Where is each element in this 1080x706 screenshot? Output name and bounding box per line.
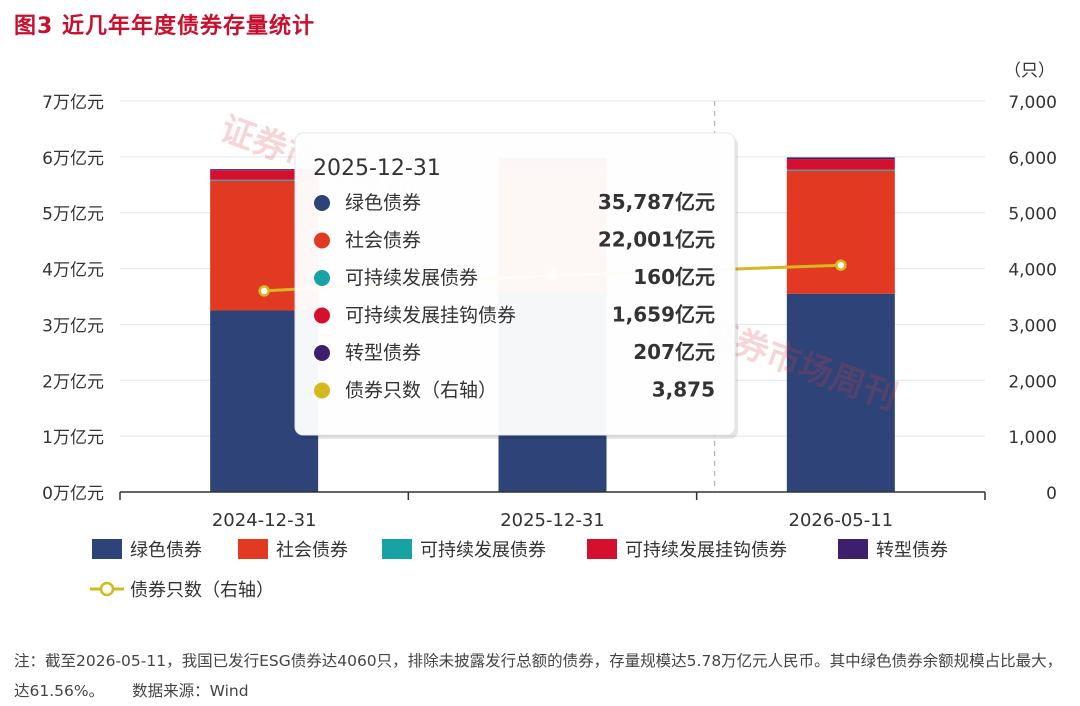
source-text: 数据来源：Wind xyxy=(132,682,249,700)
chart-note: 注：截至2026-05-11，我国已发行ESG债券达4060只，排除未披露发行总… xyxy=(14,646,1074,706)
left-tick-label: 3万亿元 xyxy=(42,316,104,336)
tooltip-title: 2025-12-31 xyxy=(313,156,441,181)
tooltip-marker xyxy=(314,270,330,286)
right-tick-label: 6,000 xyxy=(1008,149,1057,169)
category-label: 2024-12-31 xyxy=(212,510,317,531)
right-tick-label: 3,000 xyxy=(1008,316,1057,336)
legend-label: 绿色债券 xyxy=(130,540,202,561)
tooltip-marker xyxy=(314,382,330,399)
tooltip-row-label: 绿色债券 xyxy=(345,192,421,214)
legend-swatch xyxy=(838,539,868,559)
left-tick-label: 4万亿元 xyxy=(42,261,104,281)
right-tick-label: 7,000 xyxy=(1008,93,1057,113)
bar-segment xyxy=(786,170,895,294)
bar-segment xyxy=(786,293,895,492)
tooltip-row-label: 可持续发展债券 xyxy=(345,267,478,289)
tooltip-marker xyxy=(314,195,330,211)
right-tick-label: 5,000 xyxy=(1008,205,1057,225)
right-tick-label: 2,000 xyxy=(1008,372,1057,392)
tooltip-row-value: 22,001亿元 xyxy=(598,228,715,252)
legend-swatch xyxy=(382,539,412,559)
left-tick-label: 7万亿元 xyxy=(42,93,104,113)
note-text: 注：截至2026-05-11，我国已发行ESG债券达4060只，排除未披露发行总… xyxy=(14,652,1063,700)
chart-title: 图3 近几年年度债券存量统计 xyxy=(14,14,315,39)
bar-segment xyxy=(786,157,895,160)
left-tick-label: 0万亿元 xyxy=(42,484,104,504)
tooltip-row-value: 3,875 xyxy=(652,378,715,402)
left-tick-label: 5万亿元 xyxy=(42,205,104,225)
legend-line-marker xyxy=(99,581,115,597)
legend-label: 债券只数（右轴） xyxy=(130,580,274,601)
tooltip-marker xyxy=(314,232,330,249)
tooltip-marker xyxy=(314,307,330,324)
left-tick-label: 6万亿元 xyxy=(42,149,104,169)
tooltip-row-label: 可持续发展挂钩债券 xyxy=(345,305,516,327)
right-tick-label: 4,000 xyxy=(1008,261,1057,281)
tooltip-row-label: 社会债券 xyxy=(345,230,421,252)
legend-label: 转型债券 xyxy=(876,540,948,561)
legend-label: 社会债券 xyxy=(276,540,348,561)
bar-segment xyxy=(786,169,895,171)
tooltip-row-label: 转型债券 xyxy=(345,342,421,364)
tooltip-row-value: 160亿元 xyxy=(633,265,715,289)
legend-swatch xyxy=(92,539,122,559)
bar-segment xyxy=(210,179,319,181)
bond-stock-chart: 0万亿元 1万亿元 2万亿元 3万亿元 4万亿元 5万亿元 6万亿元 7万亿元 0 1,000 2,… xyxy=(42,61,1057,601)
bar-segment xyxy=(210,169,319,171)
category-label: 2026-05-11 xyxy=(789,510,894,531)
left-tick-label: 1万亿元 xyxy=(42,428,104,448)
right-axis-unit: （只） xyxy=(1004,61,1055,81)
tooltip-row-value: 35,787亿元 xyxy=(598,190,715,214)
count-point xyxy=(258,285,270,297)
legend-label: 可持续发展债券 xyxy=(420,540,546,561)
count-point xyxy=(835,259,847,271)
tooltip-box xyxy=(294,132,736,436)
right-tick-label: 1,000 xyxy=(1008,428,1057,448)
category-label: 2025-12-31 xyxy=(500,510,605,531)
bar-segment xyxy=(210,170,319,180)
tooltip-row-label: 债券只数（右轴） xyxy=(345,380,497,402)
left-tick-label: 2万亿元 xyxy=(42,372,104,392)
tooltip-row-value: 1,659亿元 xyxy=(612,303,715,327)
bar-segment xyxy=(786,159,895,170)
tooltip-row-value: 207亿元 xyxy=(633,340,715,364)
legend-swatch xyxy=(238,539,268,559)
legend-label: 可持续发展挂钩债券 xyxy=(625,540,787,561)
right-tick-label: 0 xyxy=(1046,484,1057,504)
tooltip-marker xyxy=(314,345,330,361)
legend-swatch xyxy=(587,539,617,559)
